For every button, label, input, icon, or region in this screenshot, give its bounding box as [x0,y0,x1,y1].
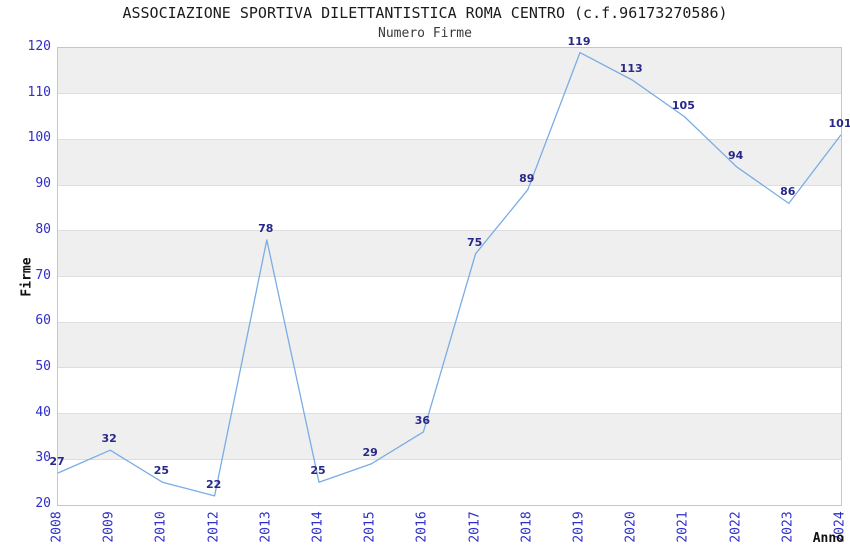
y-tick-label: 40 [35,404,51,420]
x-tick-label: 2019 [571,511,587,543]
y-axis-title: Firme [19,257,35,297]
data-point-label: 86 [780,185,796,199]
y-tick-label: 60 [35,313,51,329]
grid-line [58,321,841,323]
grid-line [58,93,841,95]
grid-line [58,367,841,369]
grid-band [58,48,841,94]
y-tick-label: 120 [27,39,51,54]
y-tick-label: 50 [35,358,51,374]
x-tick-label: 2010 [153,511,169,543]
y-tick-label: 70 [35,267,51,283]
line-series-svg [58,51,841,497]
x-tick-label: 2020 [623,511,639,543]
data-point-label: 113 [619,61,643,75]
grid-line [58,184,841,186]
grid-line [58,276,841,277]
data-point-label: 32 [101,432,117,446]
y-tick-label: 20 [35,496,51,511]
data-point-label: 27 [49,455,65,468]
x-tick-label: 2013 [258,511,274,543]
x-tick-label: 2009 [101,511,117,543]
x-tick-label: 2018 [519,511,535,543]
data-point-label: 119 [567,34,591,48]
x-tick-label: 2021 [675,511,691,543]
x-tick-label: 2023 [780,511,796,543]
data-point-label: 25 [310,464,326,478]
x-tick-label: 2015 [362,511,378,543]
x-tick-label: 2012 [206,511,222,543]
data-point-label: 25 [153,464,170,478]
grid-line [58,230,841,232]
y-tick-label: 30 [35,450,51,466]
grid-line [58,458,841,460]
data-point-label: 89 [519,171,535,185]
y-tick-label: 100 [27,130,51,146]
plot-area [57,47,842,506]
chart-title: ASSOCIAZIONE SPORTIVA DILETTANTISTICA RO… [122,4,728,22]
data-point-label: 75 [466,235,483,249]
grid-line [58,413,841,415]
line-series [58,51,841,497]
x-tick-label: 2008 [49,511,65,543]
x-tick-label: 2016 [414,511,430,543]
data-point-label: 78 [258,221,274,235]
grid-band [58,139,841,186]
data-point-label: 29 [362,445,378,459]
grid-band [58,230,841,277]
data-point-label: 36 [414,413,431,427]
x-tick-label: 2017 [467,511,483,543]
grid-line [58,138,841,140]
data-point-label: 22 [205,477,222,491]
data-point-label: 101 [828,116,850,130]
grid-band [58,413,841,460]
y-tick-label: 110 [27,84,51,100]
x-axis-title: Anno [812,531,844,546]
data-point-label: 94 [727,148,744,162]
x-tick-label: 2022 [728,511,744,543]
chart-subtitle: Numero Firme [378,26,472,41]
y-tick-label: 80 [35,221,51,237]
y-tick-label: 90 [35,176,51,192]
x-tick-label: 2014 [310,511,326,543]
data-point-label: 105 [671,98,695,112]
